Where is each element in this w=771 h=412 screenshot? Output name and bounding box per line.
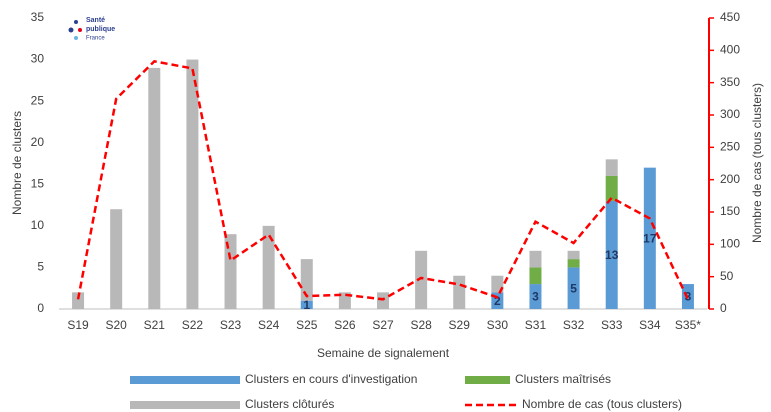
y2-tick-label: 350 (720, 75, 740, 89)
logo-text: publique (86, 26, 115, 33)
legend-label: Clusters en cours d'investigation (245, 372, 417, 386)
data-label: 1 (303, 298, 310, 312)
bar-segment (72, 292, 85, 309)
y-tick-label: 20 (31, 135, 45, 149)
logo-text: Santé (86, 17, 105, 24)
y2-tick-label: 0 (720, 301, 727, 315)
bar-segment (300, 300, 313, 309)
bar-segment (567, 259, 580, 268)
logo-text: France (86, 36, 105, 42)
x-tick-label: S26 (334, 318, 356, 332)
x-tick-label: S19 (67, 318, 89, 332)
x-tick-label: S20 (105, 318, 127, 332)
x-tick-label: S33 (601, 318, 623, 332)
logo: Santé publique France (68, 17, 115, 42)
y2-tick-label: 150 (720, 204, 740, 218)
x-tick-label: S25 (296, 318, 318, 332)
x-axis-title: Semaine de signalement (317, 346, 450, 360)
bar-segment (529, 284, 542, 309)
y-tick-label: 15 (31, 176, 45, 190)
y2-axis-title: Nombre de cas (tous clusters) (750, 83, 764, 243)
y2-tick-label: 50 (720, 269, 734, 283)
bar-segment (567, 250, 580, 260)
y2-tick-label: 200 (720, 172, 740, 186)
y2-tick-label: 300 (720, 107, 740, 121)
y-axis-title: Nombre de clusters (10, 111, 24, 215)
bar-segment (110, 209, 123, 309)
legend-swatch (465, 376, 510, 384)
y-tick-label: 0 (37, 301, 44, 315)
data-label: 5 (570, 281, 577, 295)
logo-dot (74, 36, 78, 40)
logo-dot (78, 28, 82, 32)
bar-segment (605, 159, 618, 176)
x-tick-label: S28 (410, 318, 432, 332)
x-tick-label: S23 (220, 318, 242, 332)
y2-tick-label: 450 (720, 10, 740, 24)
bar-segment (643, 167, 656, 309)
bar-segment (262, 225, 275, 309)
bar-segment (377, 292, 389, 309)
bar-segment (453, 275, 466, 309)
data-label: 3 (685, 290, 692, 304)
bar-segment (605, 200, 618, 309)
bar-segment (491, 275, 504, 293)
bar-segment (567, 267, 580, 309)
x-tick-label: S31 (525, 318, 547, 332)
x-tick-label: S32 (563, 318, 585, 332)
y2-tick-label: 400 (720, 43, 740, 57)
bar-segment (224, 234, 237, 309)
legend-label: Clusters clôturés (245, 397, 334, 411)
y-tick-label: 10 (31, 218, 45, 232)
bar-segment (300, 259, 313, 301)
y-tick-label: 35 (31, 10, 45, 24)
x-tick-label: S34 (639, 318, 661, 332)
legend-label: Nombre de cas (tous clusters) (522, 397, 682, 411)
x-tick-label: S22 (182, 318, 204, 332)
bar-segment (415, 250, 428, 309)
legend-swatch (130, 376, 240, 384)
bar-segment (148, 67, 161, 309)
y2-tick-label: 250 (720, 140, 740, 154)
legend-label: Clusters maîtrisés (515, 372, 611, 386)
y-tick-label: 5 (37, 260, 44, 274)
line-series (76, 59, 690, 301)
data-label: 3 (532, 290, 539, 304)
x-tick-label: S21 (144, 318, 166, 332)
bar-segment (338, 292, 351, 309)
y-tick-label: 25 (31, 93, 45, 107)
x-tick-label: S27 (372, 318, 394, 332)
logo-dot (74, 20, 78, 24)
data-label: 13 (605, 248, 619, 262)
bar-segment (529, 267, 542, 285)
x-tick-label: S29 (449, 318, 471, 332)
bar-segment (186, 59, 199, 310)
bar-segment (605, 175, 618, 201)
legend-swatch (130, 401, 240, 409)
data-label: 2 (494, 294, 501, 308)
logo-dot (68, 27, 74, 33)
bar-segment (529, 250, 542, 268)
y2-tick-label: 100 (720, 237, 740, 251)
x-tick-label: S35* (675, 318, 701, 332)
x-tick-label: S24 (258, 318, 280, 332)
y-tick-label: 30 (31, 52, 45, 66)
data-label: 17 (643, 232, 657, 246)
x-tick-label: S30 (487, 318, 509, 332)
